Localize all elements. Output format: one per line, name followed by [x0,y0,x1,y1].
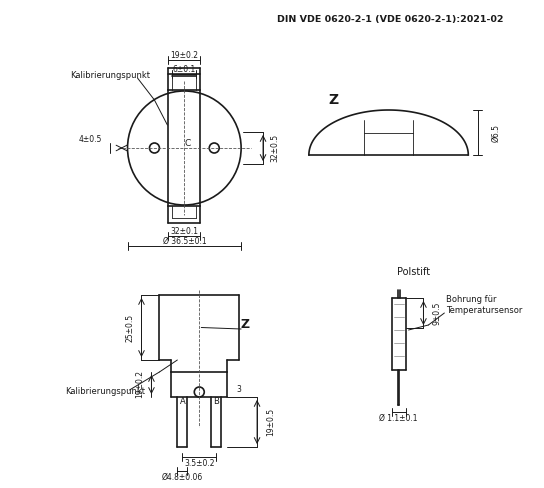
Text: Bohrung für
Temperatursensor: Bohrung für Temperatursensor [447,295,523,315]
Text: Z: Z [329,93,339,107]
Text: 25±0.5: 25±0.5 [125,313,134,342]
Text: 3: 3 [237,385,242,393]
Text: Kalibrierungspunkt: Kalibrierungspunkt [70,70,150,80]
Text: Kalibrierungspunkt: Kalibrierungspunkt [65,387,145,396]
Text: DIN VDE 0620-2-1 (VDE 0620-2-1):2021-02: DIN VDE 0620-2-1 (VDE 0620-2-1):2021-02 [277,15,504,23]
Text: C: C [184,140,190,148]
Text: 4±0.5: 4±0.5 [78,136,102,144]
Text: A: A [180,398,185,407]
Text: 9±0.5: 9±0.5 [433,301,442,325]
Text: Ø4.8±0.06: Ø4.8±0.06 [162,472,203,482]
Text: 19±0.2: 19±0.2 [170,50,199,60]
Text: Ø 36.5±0.1: Ø 36.5±0.1 [163,237,206,245]
Text: Ø 1.1±0.1: Ø 1.1±0.1 [379,413,418,423]
Text: B: B [213,398,219,407]
Text: 32±0.1: 32±0.1 [170,226,199,236]
Text: Z: Z [240,319,250,331]
Text: 32±0.5: 32±0.5 [270,134,280,162]
Text: Polstift: Polstift [397,267,430,277]
Text: Ø6.5: Ø6.5 [492,123,500,142]
Text: 19±0.5: 19±0.5 [267,408,275,436]
Text: 19±0.2: 19±0.2 [135,370,144,399]
Text: 3.5±0.2: 3.5±0.2 [184,459,214,468]
Text: 6±0.1: 6±0.1 [172,64,196,74]
